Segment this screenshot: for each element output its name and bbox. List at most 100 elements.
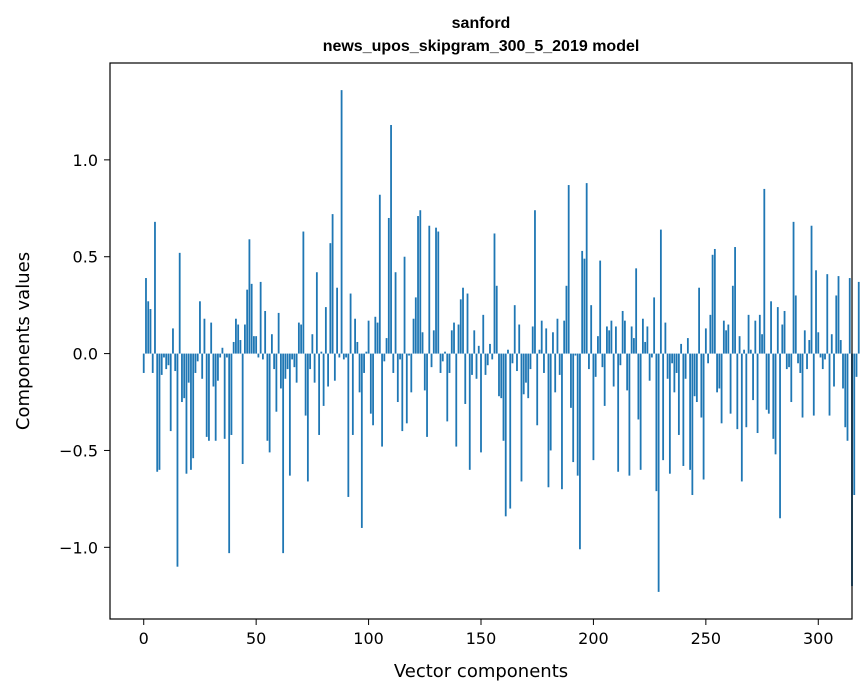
bar — [417, 216, 419, 354]
bar — [637, 353, 640, 420]
bar — [785, 353, 788, 370]
bar — [498, 353, 500, 397]
bar — [297, 322, 300, 354]
bar — [828, 353, 831, 416]
bar — [507, 349, 509, 354]
bar — [844, 353, 847, 428]
bar — [163, 353, 165, 358]
bar — [365, 351, 368, 354]
bar — [237, 324, 240, 354]
bar — [214, 353, 217, 441]
bar — [457, 324, 460, 354]
bar — [810, 225, 813, 354]
bar — [426, 353, 428, 437]
bar — [268, 353, 271, 453]
bar — [349, 293, 352, 354]
bar — [655, 353, 658, 492]
bar — [565, 285, 568, 354]
bar — [608, 330, 611, 354]
bar — [686, 338, 689, 354]
bar — [545, 328, 548, 354]
bar — [525, 353, 527, 383]
bar — [558, 353, 561, 375]
x-tick-label: 250 — [691, 629, 722, 648]
bar — [704, 328, 707, 354]
bar — [570, 353, 572, 408]
bar — [585, 183, 588, 354]
bar — [817, 332, 820, 354]
bar — [473, 330, 476, 354]
bar — [165, 353, 168, 370]
bar — [680, 343, 683, 354]
bar — [376, 322, 379, 354]
bar — [430, 353, 433, 368]
bar — [300, 324, 303, 354]
x-tick-label: 150 — [466, 629, 497, 648]
bar — [309, 353, 312, 370]
bar — [223, 353, 226, 439]
bar — [145, 278, 147, 354]
bar — [729, 353, 732, 414]
bar — [239, 340, 242, 354]
bar — [848, 278, 851, 354]
plot-frame — [109, 62, 853, 620]
bar — [266, 353, 269, 441]
y-tick-label: −1.0 — [59, 538, 98, 557]
bar — [846, 353, 849, 441]
bar — [603, 353, 606, 406]
bar — [774, 353, 777, 455]
bar — [246, 289, 249, 354]
bar — [527, 353, 530, 399]
bar — [315, 272, 318, 354]
bar — [259, 281, 262, 354]
bar — [169, 353, 172, 432]
bar — [650, 353, 653, 358]
bar — [363, 353, 365, 373]
bar — [439, 353, 442, 373]
bar — [464, 353, 467, 404]
bar — [619, 353, 622, 366]
bar — [671, 353, 674, 364]
bar — [761, 334, 763, 354]
bar — [212, 353, 215, 387]
bar — [576, 353, 579, 476]
bar — [837, 276, 840, 354]
bar — [664, 322, 667, 354]
bar — [833, 353, 835, 387]
bar — [217, 353, 219, 381]
bar — [790, 353, 793, 403]
bar — [772, 353, 775, 439]
bar — [756, 353, 759, 434]
bar — [583, 258, 586, 354]
bar — [149, 309, 152, 354]
bar — [262, 353, 264, 360]
x-tick-label: 50 — [246, 629, 266, 648]
bar — [345, 353, 347, 358]
bar — [324, 307, 327, 354]
bar — [203, 318, 206, 354]
bar — [480, 353, 482, 453]
bar — [624, 320, 626, 354]
x-tick-label: 0 — [139, 629, 149, 648]
bar — [437, 231, 440, 354]
bar — [500, 353, 503, 399]
bar — [806, 353, 808, 370]
bar — [711, 254, 714, 354]
bar — [282, 353, 285, 554]
bar — [707, 353, 709, 364]
bar — [291, 353, 294, 360]
bar — [151, 353, 154, 373]
bar — [709, 314, 712, 354]
bar — [552, 332, 554, 354]
bar — [579, 353, 581, 550]
bar — [725, 330, 727, 354]
bar — [626, 353, 629, 391]
bar — [821, 353, 824, 370]
bar — [313, 353, 316, 383]
bar — [264, 310, 267, 354]
bar — [561, 353, 563, 490]
bar — [185, 353, 188, 474]
bar — [644, 341, 647, 354]
bar — [700, 353, 703, 418]
bar — [540, 320, 543, 354]
